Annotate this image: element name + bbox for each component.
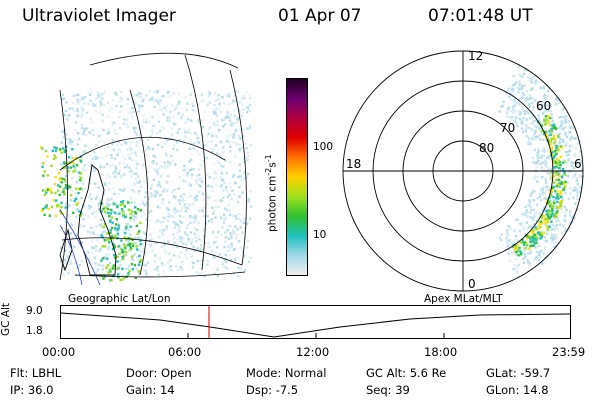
time-label: 07:01:48 UT: [428, 6, 533, 26]
instrument-title: Ultraviolet Imager: [22, 6, 176, 26]
timeline-ytick-low: 1.8: [26, 325, 43, 337]
timeline-plot: [60, 305, 571, 339]
timeline-xtick-0600: 06:00: [168, 345, 202, 359]
colorbar-tick-10: 10: [313, 229, 327, 241]
timeline-ytick-high: 9.0: [26, 305, 43, 317]
polar-grid: [342, 50, 584, 292]
gc-alt-status: GC Alt: 5.6 Re: [366, 366, 447, 380]
lat-label-60: 60: [536, 99, 551, 113]
lat-label-80: 80: [479, 141, 494, 155]
glat-status: GLat: -59.7: [486, 366, 551, 380]
door-status: Door: Open: [126, 366, 192, 380]
geographic-projection-panel: [40, 52, 253, 286]
colorbar-tick-100: 100: [313, 141, 334, 153]
geographic-grid: [59, 52, 247, 281]
coastline: [59, 164, 117, 276]
mode-status: Mode: Normal: [246, 366, 327, 380]
filter-status: Flt: LBHL: [10, 366, 62, 380]
mlt-label-12: 12: [468, 49, 483, 63]
colorbar-gradient: [286, 78, 308, 276]
seq-status: Seq: 39: [366, 383, 410, 397]
timeline-xtick-1200: 12:00: [296, 345, 330, 359]
glon-status: GLon: 14.8: [486, 383, 549, 397]
mlt-label-18: 18: [346, 157, 361, 171]
timeline-xtick-0000: 00:00: [42, 345, 76, 359]
meridian-lines: [59, 209, 101, 286]
auroral-oval-emission: [498, 64, 584, 278]
date-label: 01 Apr 07: [278, 6, 362, 26]
polar-mlt-plot: 12 18 6 0 60 70 80: [342, 49, 584, 292]
geographic-label: Geographic Lat/Lon: [68, 293, 171, 305]
ip-status: IP: 36.0: [10, 383, 54, 397]
lat-label-70: 70: [500, 121, 515, 135]
mlt-label-6: 6: [574, 157, 582, 171]
auroral-emission-geographic: [40, 90, 253, 282]
timeline-ticks: [187, 333, 445, 339]
altitude-curve: [60, 312, 571, 338]
timeline-xtick-1800: 18:00: [424, 345, 458, 359]
timeline-xtick-2359: 23:59: [552, 345, 586, 359]
dsp-status: Dsp: -7.5: [246, 383, 299, 397]
colorbar-axis-label: photon cm-2s-1: [264, 154, 279, 232]
gain-status: Gain: 14: [126, 383, 175, 397]
apex-label: Apex MLat/MLT: [424, 293, 503, 305]
mlt-label-0: 0: [468, 277, 476, 291]
timeline-axis-title: GC Alt: [0, 302, 12, 336]
